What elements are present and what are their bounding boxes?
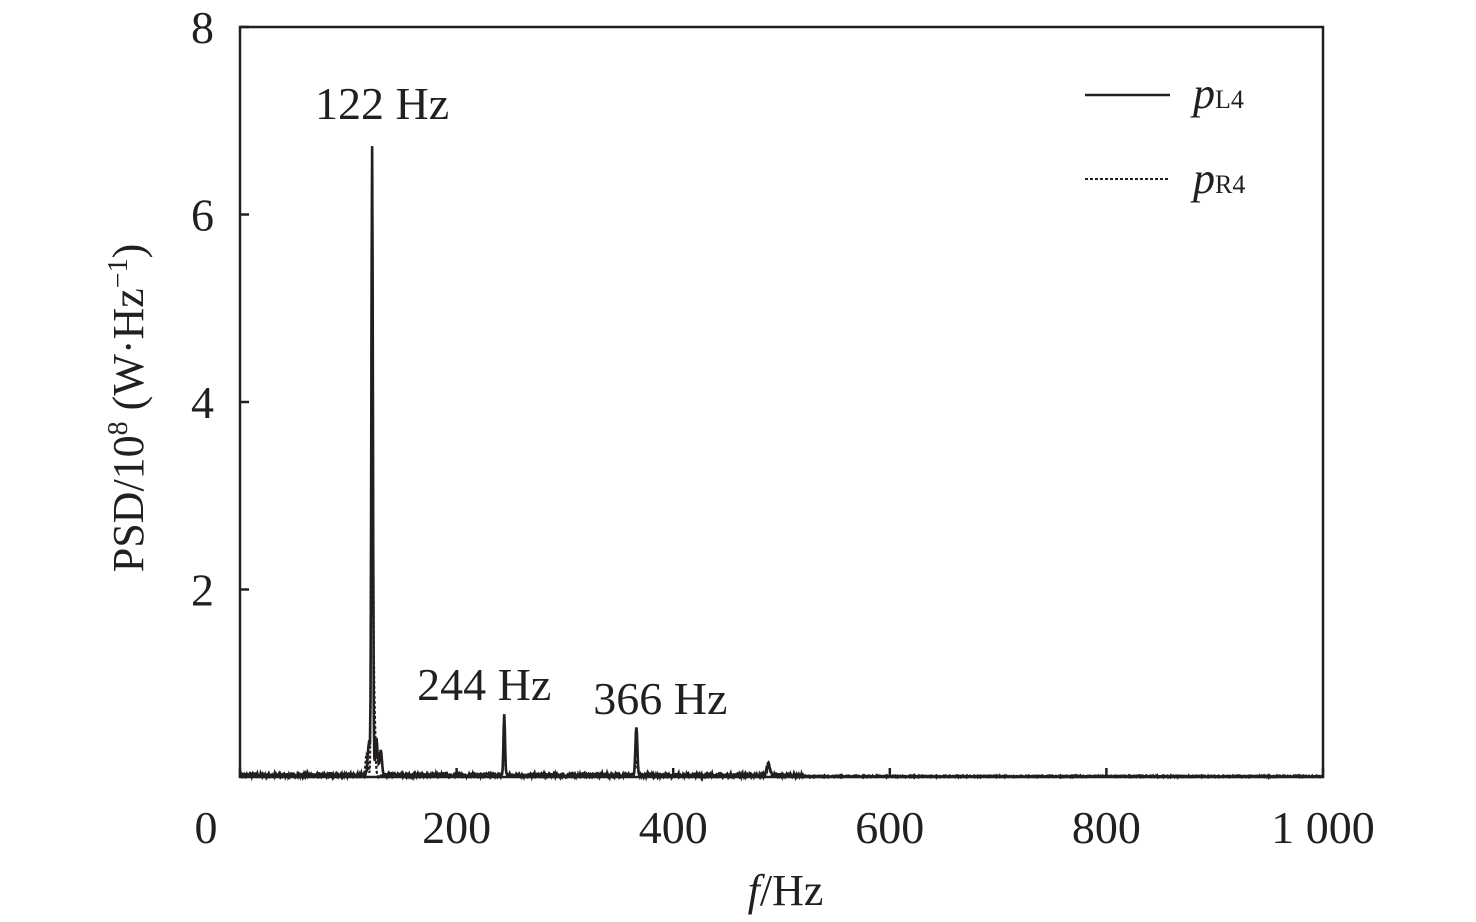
annotations-layer: 122 Hz 244 Hz 366 Hz [315, 78, 727, 724]
x-tick-label-0: 0 [195, 802, 218, 853]
x-tick-label-400: 400 [639, 802, 708, 853]
plot-frame [238, 25, 1325, 779]
series-line-pR4 [238, 162, 1324, 782]
peak-label-366: 366 Hz [593, 673, 727, 724]
peak-label-244: 244 Hz [417, 659, 551, 710]
y-tick-label-8: 8 [191, 2, 214, 53]
series-layer [238, 146, 1324, 782]
ticks-layer: 0 200 400 600 800 1 000 2 4 6 8 [191, 2, 1375, 853]
y-axis-text: PSD/10 [104, 435, 153, 572]
y-tick-label-2: 2 [191, 565, 214, 616]
x-tick-label-600: 600 [855, 802, 924, 853]
y-tick-label-4: 4 [191, 377, 214, 428]
x-tick-label-200: 200 [422, 802, 491, 853]
y-axis-exp: 8 [103, 421, 134, 435]
peak-label-122: 122 Hz [315, 78, 449, 129]
x-axis-unit: /Hz [760, 866, 824, 915]
y-axis-unit-exp: −1 [103, 258, 134, 288]
y-tick-label-6: 6 [191, 190, 214, 241]
y-axis-unit: (W·Hz [104, 288, 153, 421]
legend: pL4 pR4 [1085, 69, 1245, 203]
x-tick-label-1000: 1 000 [1271, 802, 1375, 853]
y-axis-close: ) [104, 244, 153, 259]
legend-label-pL4: pL4 [1190, 69, 1244, 118]
x-axis-title: f/Hz [748, 866, 824, 915]
legend-label-pR4: pR4 [1190, 154, 1245, 203]
series-line-pL4 [238, 146, 1324, 782]
x-tick-label-800: 800 [1072, 802, 1141, 853]
y-axis-title: PSD/108 (W·Hz−1) [103, 244, 153, 573]
